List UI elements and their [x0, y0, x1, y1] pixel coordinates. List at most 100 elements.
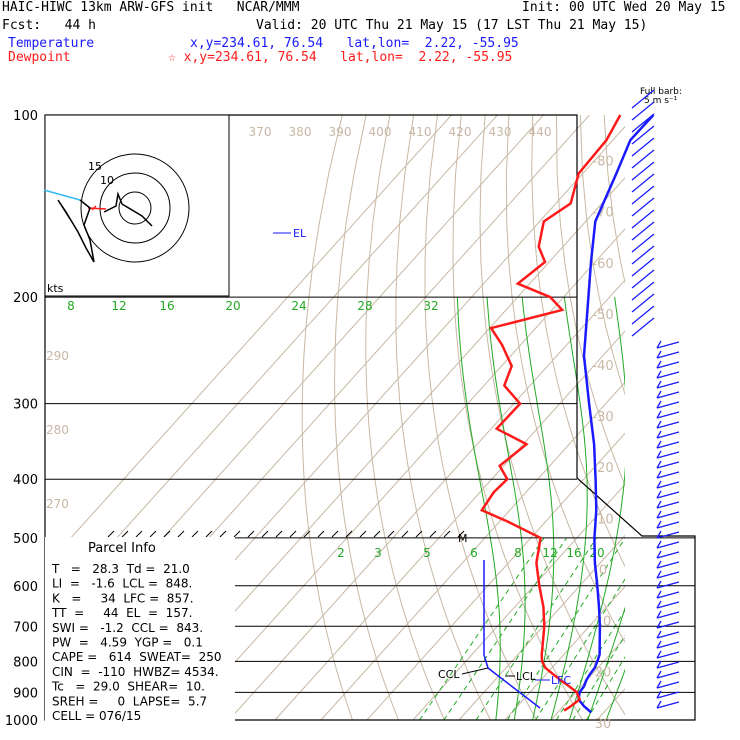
dewpoint-location: ☆ x,y=234.61, 76.54 lat,lon= 2.22, -55.9… — [168, 50, 513, 65]
parcel-info-row: CIN = -110 HWBZ= 4534. — [52, 665, 219, 679]
mixing-ratio-line — [443, 537, 568, 720]
isotherm-line — [366, 432, 625, 720]
wind-barb — [631, 221, 655, 241]
hatch-mark — [303, 530, 311, 538]
wind-barb — [631, 209, 655, 229]
wind-barb — [656, 391, 680, 399]
hatch-mark — [233, 530, 241, 538]
wind-barb — [656, 451, 680, 459]
wind-barb — [656, 491, 680, 499]
el-label: EL — [293, 227, 307, 240]
moist-adiabat-line — [605, 668, 625, 720]
wind-barb — [656, 471, 680, 479]
mixing-ratio-label: 20 — [589, 546, 604, 560]
barb-legend-title: Full barb: — [640, 87, 682, 97]
hatch-mark — [331, 530, 339, 538]
dry-adiabat-line — [531, 115, 625, 568]
wind-barb — [656, 611, 680, 619]
wind-barb — [631, 245, 655, 265]
wind-barb-flag — [656, 570, 662, 579]
wind-barb — [631, 149, 655, 169]
parcel-info-row: SWI = -1.2 CCL = 843. — [52, 621, 203, 635]
isotherm-line — [45, 115, 498, 619]
ccl-marker — [461, 667, 489, 675]
wind-barb-flag — [656, 410, 662, 419]
parcel-info-row: TT = 44 EL = 157. — [51, 606, 192, 620]
wind-barb-column — [631, 89, 680, 709]
wind-barb — [656, 531, 680, 539]
parcel-info-row: PW = 4.59 YGP = 0.1 — [52, 636, 203, 650]
pressure-tick-label: 600 — [13, 580, 38, 595]
theta-label: 430 — [489, 125, 512, 139]
model-title: HAIC-HIWC 13km ARW-GFS init NCAR/MMM — [2, 0, 300, 15]
wind-barb-flag — [656, 350, 662, 359]
hatch-mark — [191, 530, 199, 538]
pressure-tick-label: 400 — [13, 473, 38, 488]
temperature-legend: Temperature — [8, 36, 95, 51]
wind-barb — [631, 233, 655, 253]
wind-barb — [656, 671, 680, 679]
dewpoint-legend: Dewpoint — [8, 50, 71, 65]
wind-barb — [656, 521, 680, 529]
forecast-hour: Fcst: 44 h — [2, 18, 96, 33]
wind-barb — [656, 621, 680, 629]
isotherm-label: 10 — [595, 615, 612, 630]
wind-barb — [656, 381, 680, 389]
hatch-mark — [443, 530, 451, 538]
wind-barb-flag — [656, 670, 662, 679]
dry-adiabat-line — [424, 115, 537, 720]
mixing-ratio-label: 8 — [514, 546, 522, 560]
parcel-info-row: Tc = 29.0 SHEAR= 10. — [51, 680, 205, 694]
wind-barb-flag — [656, 510, 662, 519]
wind-barb — [656, 561, 680, 569]
wind-barb-flag — [656, 690, 662, 699]
wind-barb-flag — [656, 360, 662, 369]
wind-barb-flag — [656, 700, 662, 709]
hatch-mark — [275, 530, 283, 538]
pressure-tick-label: 1000 — [5, 714, 38, 729]
isotherm-line — [412, 483, 625, 720]
theta-label: 370 — [249, 125, 272, 139]
temperature-trace — [577, 114, 655, 714]
isotherm-line — [182, 228, 625, 720]
wind-barb — [656, 581, 680, 589]
wind-barb — [631, 89, 655, 109]
wind-barb — [656, 501, 680, 509]
wind-barb — [656, 401, 680, 409]
hatch-mark — [373, 530, 381, 538]
wind-barb-flag — [656, 540, 662, 549]
wind-barb-flag — [656, 390, 662, 399]
wind-barb — [656, 571, 680, 579]
isotherm-label: -60 — [592, 257, 613, 272]
wind-barb — [631, 269, 655, 289]
melting-level-label: M — [458, 532, 468, 545]
hodograph-ring-label: 15 — [88, 160, 102, 173]
hatch-mark — [387, 530, 395, 538]
pressure-tick-label: 900 — [13, 686, 38, 701]
wind-barb-flag — [656, 530, 662, 539]
theta-label: 410 — [409, 125, 432, 139]
wind-barb — [656, 661, 680, 669]
wind-barb — [631, 293, 655, 313]
hodograph-ring — [118, 191, 152, 225]
parcel-info-title: Parcel Info — [88, 541, 156, 556]
hatch-mark — [121, 530, 129, 538]
wind-barb-flag — [656, 380, 662, 389]
parcel-info-row: SREH = 0 LAPSE= 5.7 — [52, 694, 207, 708]
wind-barb-flag — [656, 490, 662, 499]
moist-adiabat-line — [550, 297, 588, 720]
mixing-ratio-label: 16 — [566, 546, 581, 560]
mixing-ratio-label: 5 — [423, 546, 431, 560]
wind-barb — [656, 511, 680, 519]
hodograph-trace — [57, 191, 153, 263]
isotherm-label: -80 — [592, 155, 613, 170]
parcel-info-row: LI = -1.6 LCL = 848. — [52, 577, 192, 591]
parcel-info-row: T = 28.3 Td = 21.0 — [51, 562, 190, 576]
wind-barb-flag — [656, 430, 662, 439]
lfc-label: LFC — [551, 674, 571, 687]
wind-barb-flag — [656, 650, 662, 659]
hatch-mark — [107, 530, 115, 538]
isotherm-label: -10 — [592, 512, 613, 527]
hodograph-unit-label: kts — [47, 282, 64, 295]
